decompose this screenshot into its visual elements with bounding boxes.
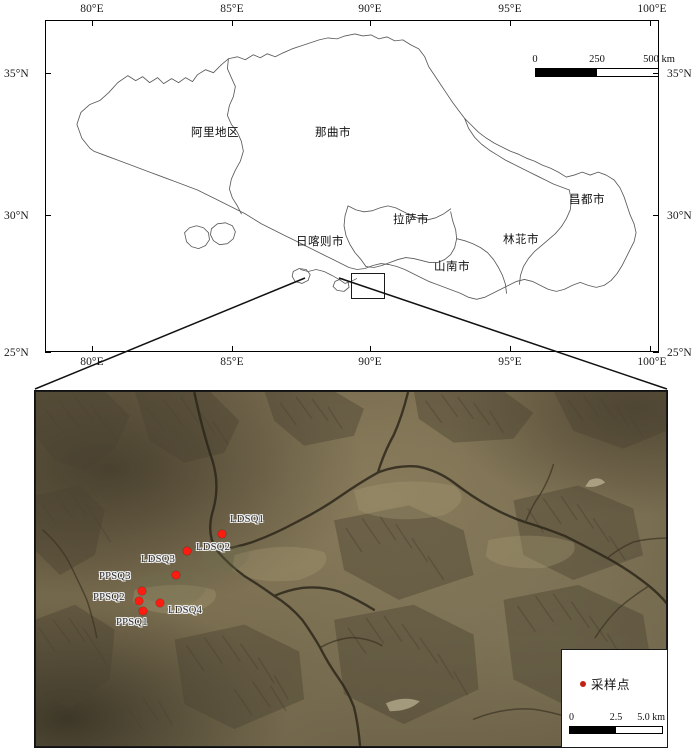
overview-scale-label-max: 500 km xyxy=(643,54,675,65)
tick-right-25n xyxy=(653,352,659,354)
axis-label-right-25n: 25°N xyxy=(667,347,692,359)
axis-label-top-80e: 80°E xyxy=(80,3,104,15)
region-label-lhasa: 拉萨市 xyxy=(393,214,429,226)
tick-top-80e xyxy=(92,20,94,26)
satellite-image-panel xyxy=(34,390,668,748)
region-label-shannan: 山南市 xyxy=(434,261,470,273)
tick-left-25n xyxy=(45,352,51,354)
region-label-shigatse: 日喀则市 xyxy=(296,236,344,248)
sample-point-PPSQ2[interactable] xyxy=(135,597,143,605)
axis-label-left-35n: 35°N xyxy=(4,68,29,80)
sample-point-label-LDSQ3: LDSQ3 xyxy=(141,554,176,565)
axis-label-left-30n: 30°N xyxy=(4,210,29,222)
tick-top-100e xyxy=(650,20,652,26)
axis-label-left-25n: 25°N xyxy=(4,347,29,359)
sample-point-LDSQ3[interactable] xyxy=(172,571,180,579)
region-label-nyingchi: 林苝市 xyxy=(503,234,539,246)
axis-label-bottom-95e: 95°E xyxy=(498,356,522,368)
sample-point-label-PPSQ2: PPSQ2 xyxy=(93,592,125,603)
overview-scale-bar: 0 250 500 km xyxy=(532,54,675,77)
sample-point-LDSQ1[interactable] xyxy=(218,530,226,538)
tick-top-85e xyxy=(232,20,234,26)
scale-segment-filled xyxy=(570,727,616,733)
tick-left-30n xyxy=(45,215,51,217)
tick-bottom-80e xyxy=(92,346,94,352)
satellite-scale-bar-graphic xyxy=(569,726,663,734)
tick-bottom-100e xyxy=(650,346,652,352)
tick-bottom-90e xyxy=(370,346,372,352)
axis-label-right-30n: 30°N xyxy=(667,210,692,222)
tick-bottom-95e xyxy=(510,346,512,352)
satellite-basemap xyxy=(35,391,667,747)
sample-point-label-PPSQ1: PPSQ1 xyxy=(116,617,148,628)
region-label-ngari: 阿里地区 xyxy=(191,127,239,139)
tick-bottom-85e xyxy=(232,346,234,352)
axis-label-bottom-90e: 90°E xyxy=(358,356,382,368)
tick-top-95e xyxy=(510,20,512,26)
sample-point-label-LDSQ1: LDSQ1 xyxy=(230,514,265,525)
legend-entry-sampling-point: 采样点 xyxy=(580,674,630,693)
axis-label-top-95e: 95°E xyxy=(498,3,522,15)
study-area-extent-box xyxy=(351,273,385,299)
scale-segment-filled xyxy=(536,69,597,76)
axis-label-bottom-100e: 100°E xyxy=(637,356,667,368)
axis-label-top-90e: 90°E xyxy=(358,3,382,15)
region-label-qamdo: 昌都市 xyxy=(569,194,605,206)
sample-point-LDSQ4[interactable] xyxy=(156,599,164,607)
red-dot-icon xyxy=(580,680,586,687)
axis-label-bottom-85e: 85°E xyxy=(220,356,244,368)
satellite-scale-bar: 0 2.5 5.0 km xyxy=(569,712,665,734)
overview-scale-label-0: 0 xyxy=(532,54,538,65)
tick-top-90e xyxy=(370,20,372,26)
sample-point-label-LDSQ4: LDSQ4 xyxy=(168,605,203,616)
satellite-legend-box: 采样点 0 2.5 5.0 km xyxy=(561,649,668,748)
legend-entry-label: 采样点 xyxy=(591,678,631,692)
scale-segment-empty xyxy=(616,727,662,733)
satellite-scale-label-0: 0 xyxy=(569,712,574,723)
axis-label-top-85e: 85°E xyxy=(220,3,244,15)
satellite-scale-label-mid: 2.5 xyxy=(609,712,623,723)
sample-point-label-LDSQ2: LDSQ2 xyxy=(196,542,231,553)
sample-point-PPSQ3[interactable] xyxy=(138,587,146,595)
overview-scale-label-mid: 250 xyxy=(589,54,605,65)
region-label-nagqu: 那曲市 xyxy=(315,127,351,139)
sample-point-label-PPSQ3: PPSQ3 xyxy=(99,571,131,582)
axis-label-bottom-80e: 80°E xyxy=(80,356,104,368)
tick-right-30n xyxy=(653,215,659,217)
overview-map-panel: 0 250 500 km xyxy=(45,20,675,352)
sample-point-PPSQ1[interactable] xyxy=(139,607,147,615)
sample-point-LDSQ2[interactable] xyxy=(183,547,191,555)
tick-left-35n xyxy=(45,73,51,75)
satellite-scale-label-max: 5.0 km xyxy=(637,712,665,723)
overview-scale-bar-graphic xyxy=(535,68,659,77)
axis-label-right-35n: 35°N xyxy=(667,68,692,80)
axis-label-top-100e: 100°E xyxy=(637,3,667,15)
scale-segment-empty xyxy=(597,69,658,76)
tick-right-35n xyxy=(653,73,659,75)
